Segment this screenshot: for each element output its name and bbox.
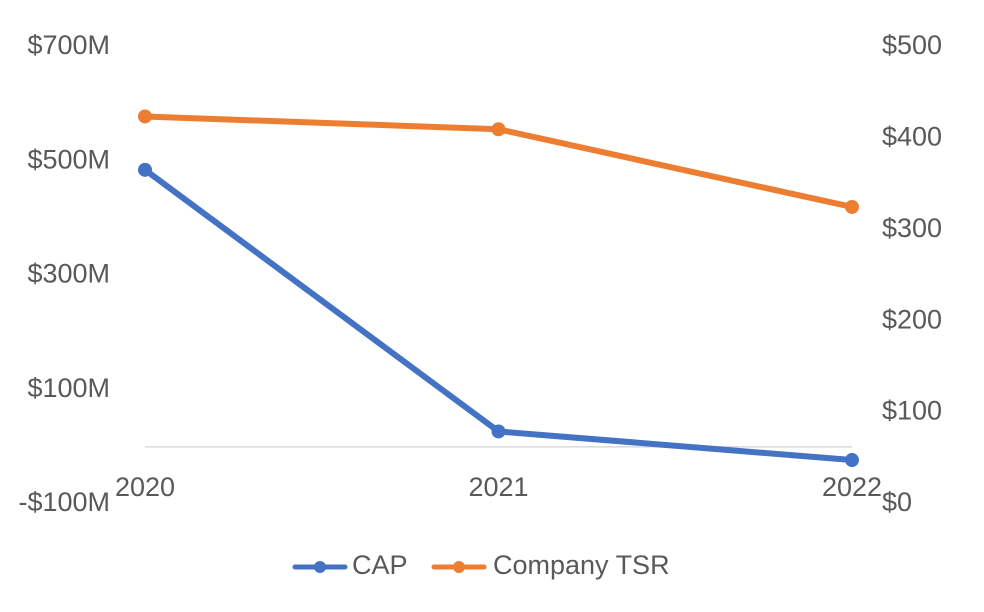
left-tick-label: $100M xyxy=(27,373,110,403)
x-axis-ticks: 2020 2021 2022 xyxy=(115,472,882,502)
left-tick-label: $500M xyxy=(27,144,110,174)
right-tick-label: $200 xyxy=(882,304,942,334)
data-point xyxy=(845,199,859,214)
legend-marker xyxy=(314,561,326,573)
legend-label: CAP xyxy=(352,550,408,580)
right-tick-label: $500 xyxy=(882,30,942,60)
left-axis-ticks: $700M $500M $300M $100M -$100M xyxy=(18,30,110,517)
left-tick-label: -$100M xyxy=(18,487,110,517)
legend-label: Company TSR xyxy=(493,550,670,580)
right-tick-label: $300 xyxy=(882,213,942,243)
data-point xyxy=(845,453,859,468)
left-tick-label: $300M xyxy=(27,259,110,289)
data-point xyxy=(491,424,506,439)
series-1 xyxy=(138,162,859,468)
data-point xyxy=(138,162,152,177)
right-axis-ticks: $500 $400 $300 $200 $100 $0 xyxy=(882,30,942,517)
legend-item: CAP xyxy=(292,550,408,580)
right-tick-label: $400 xyxy=(882,122,942,152)
right-tick-label: $0 xyxy=(882,487,912,517)
left-tick-label: $700M xyxy=(27,30,110,60)
series-layer xyxy=(138,109,859,468)
data-point xyxy=(491,122,506,137)
data-point xyxy=(138,109,152,124)
series-2 xyxy=(138,109,859,214)
legend-item: Company TSR xyxy=(431,550,670,580)
right-tick-label: $100 xyxy=(882,396,942,426)
legend-marker xyxy=(453,561,465,573)
x-tick-label: 2022 xyxy=(822,472,882,502)
legend: CAP Company TSR xyxy=(292,550,670,580)
x-tick-label: 2021 xyxy=(468,472,528,502)
series-line xyxy=(142,166,855,464)
x-tick-label: 2020 xyxy=(115,472,175,502)
